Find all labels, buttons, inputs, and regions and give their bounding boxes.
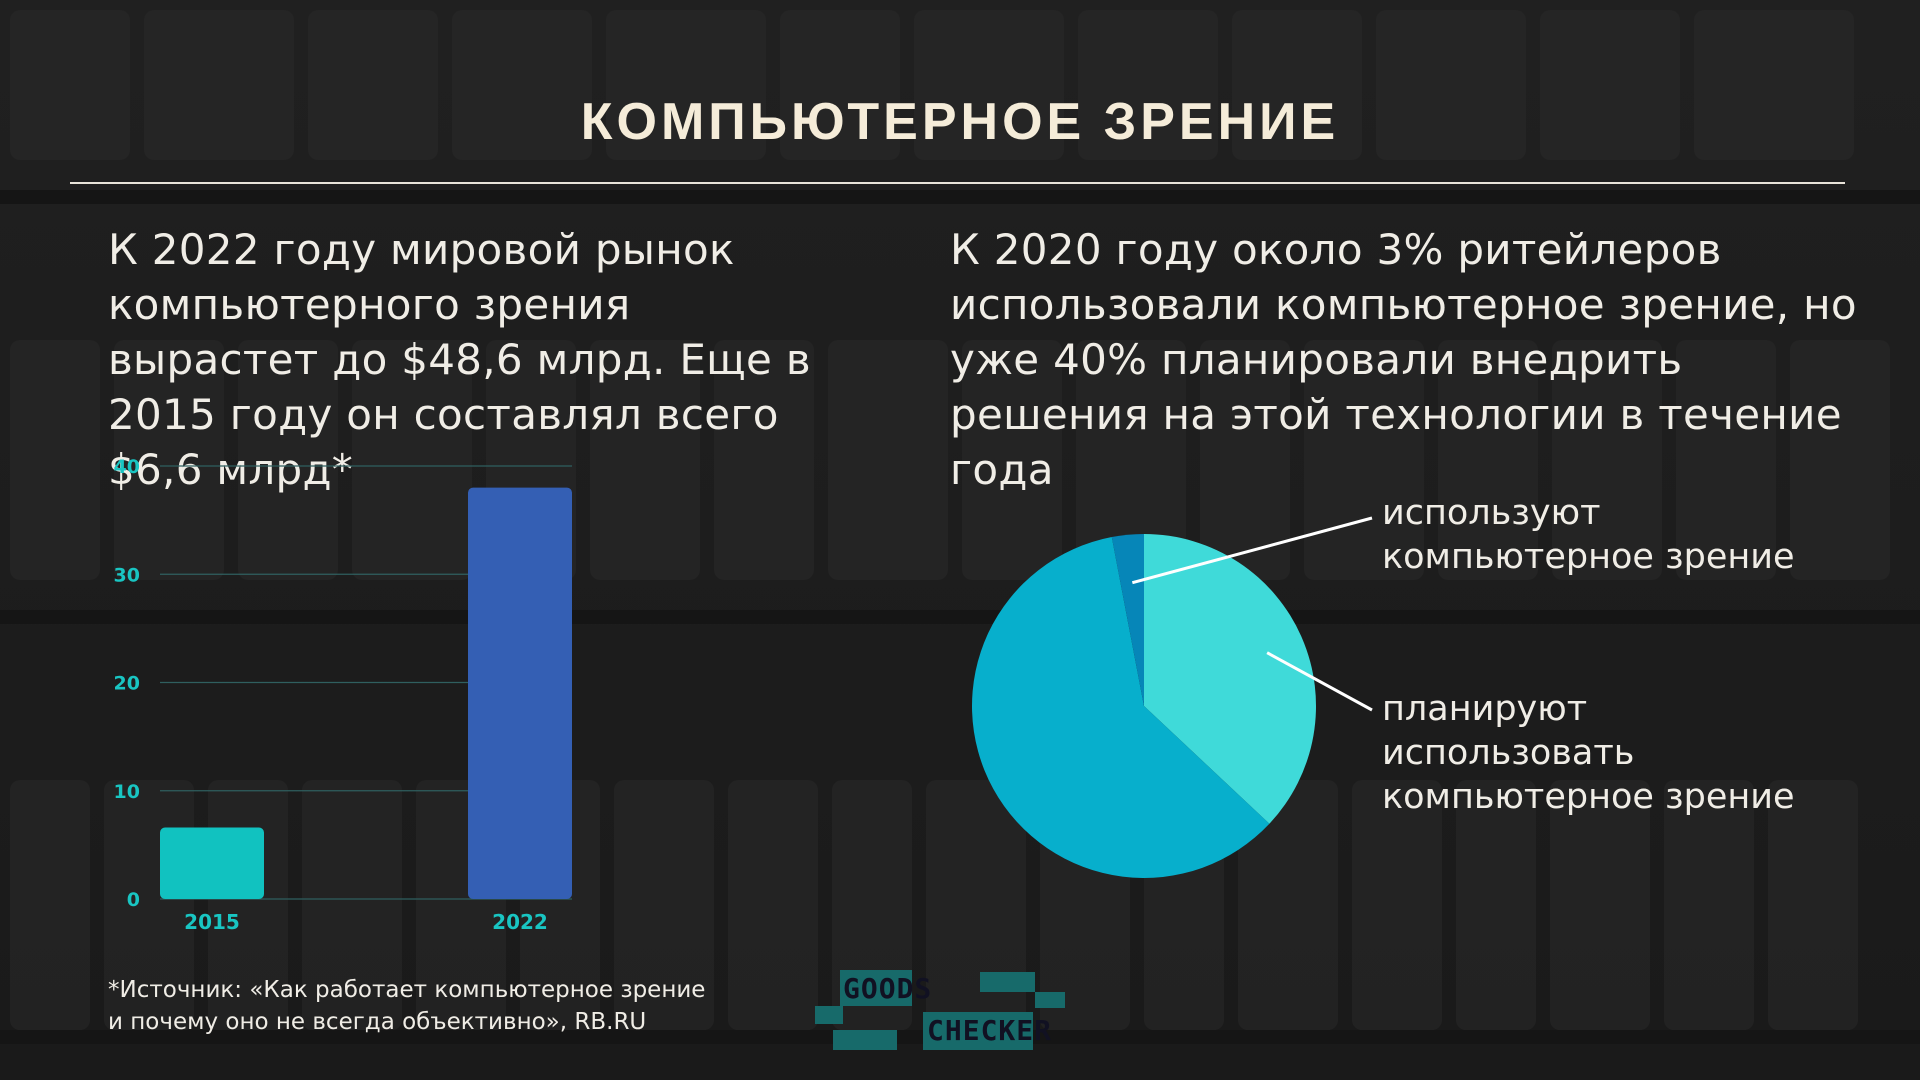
logo-block [1035,992,1065,1008]
source-line-2: и почему оно не всегда объективно», RB.R… [108,1009,647,1035]
logo-block [833,1030,897,1050]
market-growth-text: К 2022 году мировой рынок компьютерного … [108,225,811,494]
pie-label-use: компьютерное зрение [1382,537,1795,577]
pie-label-plan: компьютерное зрение [1382,777,1795,817]
logo-word-goods: GOODS [843,972,933,1005]
logo-block [840,970,912,1006]
shelf-row-middle [0,340,1920,580]
logo-block [923,1012,1033,1050]
x-tick-label: 2022 [492,910,548,934]
y-tick-label: 20 [114,673,140,695]
page-title: КОМПЬЮТЕРНОЕ ЗРЕНИЕ [580,93,1340,151]
goods-checker-logo: GOODS CHECKER [815,970,1065,1050]
pie-slice-use [1111,534,1144,706]
y-tick-label: 0 [127,889,140,911]
pie-label-plan: использовать [1382,733,1634,773]
source-note: *Источник: «Как работает компьютерное зр… [108,974,728,1038]
pie-slice-other [972,537,1270,878]
market-bar-chart: 0 10 20 30 40 2015 2022 [114,456,572,934]
bar-2022 [468,487,572,899]
leader-line-use [1131,516,1373,585]
title-divider [70,182,1845,184]
y-tick-label: 10 [114,781,140,803]
logo-block [980,972,1035,992]
shelf-row-top [0,10,1920,160]
pie-label-use: используют [1382,500,1600,533]
pie-slice-plan [1144,534,1316,824]
source-line-1: *Источник: «Как работает компьютерное зр… [108,977,706,1003]
pie-label-plan: планируют [1382,689,1587,729]
logo-block [815,1006,843,1024]
y-tick-label: 30 [114,564,140,586]
adoption-pie-chart: используют компьютерное зрение планируютис… [972,500,1795,878]
x-tick-label: 2015 [184,910,240,934]
y-tick-label: 40 [114,456,140,478]
shelf-line [0,190,1920,204]
leader-line-plan [1266,651,1373,712]
retailers-adoption-text: К 2020 году около 3% ритейлеров использо… [950,225,1857,494]
logo-word-checker: CHECKER [927,1014,1053,1047]
bar-2015 [160,827,264,899]
shelf-row-bottom [0,780,1920,1030]
